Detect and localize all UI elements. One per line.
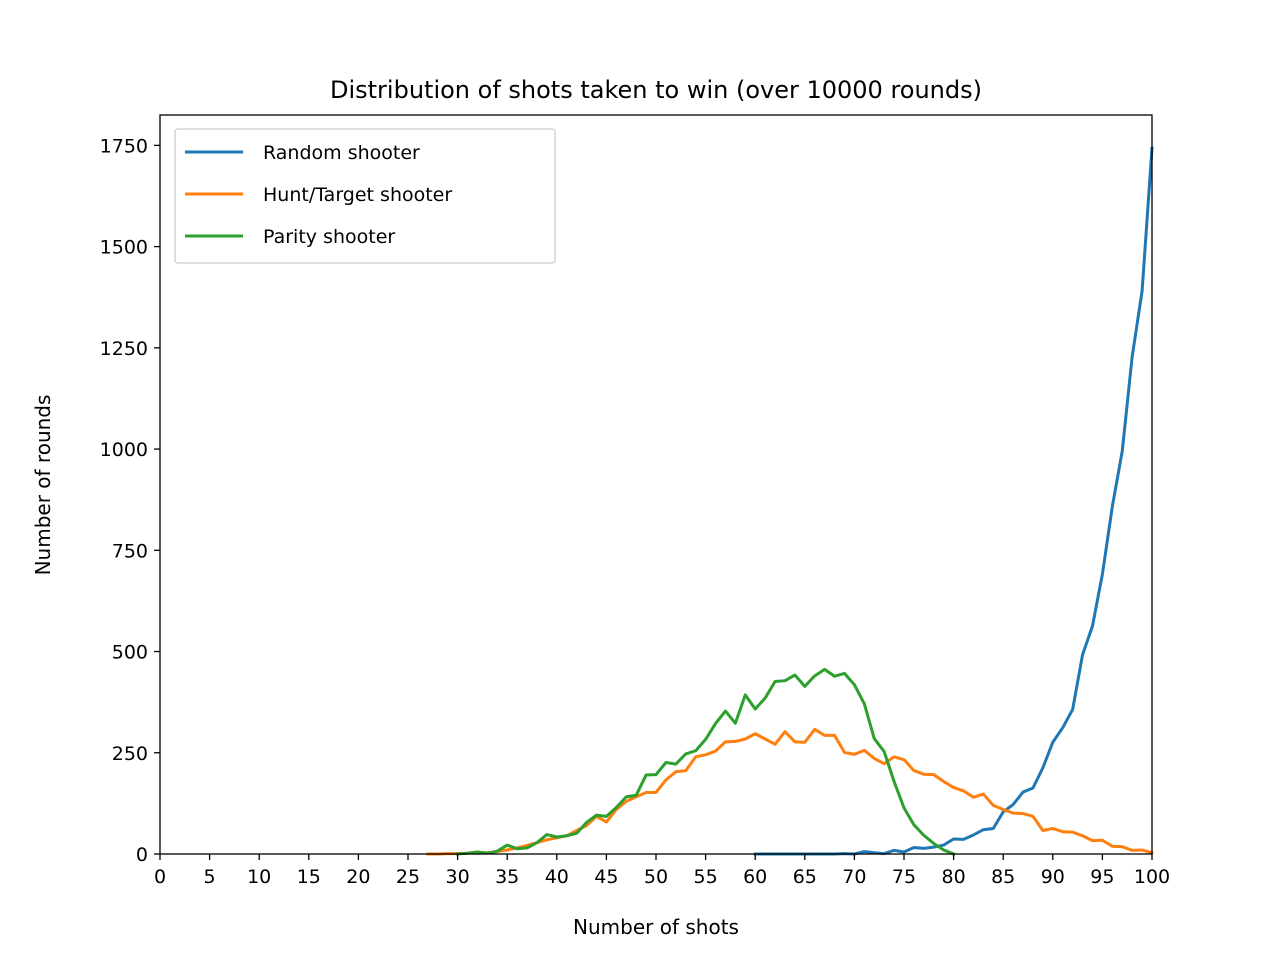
x-tick-label: 20 (346, 866, 370, 888)
y-tick-label: 1500 (100, 237, 148, 259)
x-tick-label: 30 (446, 866, 470, 888)
y-tick-label: 750 (112, 540, 148, 562)
x-tick-label: 85 (991, 866, 1015, 888)
x-axis-label: Number of shots (573, 915, 739, 939)
legend: Random shooter Hunt/Target shooter Parity … (174, 128, 556, 264)
x-tick-label: 10 (247, 866, 271, 888)
legend-label: Random shooter (263, 142, 420, 164)
chart-title: Distribution of shots taken to win (over… (330, 76, 982, 104)
y-tick-label: 1750 (100, 135, 148, 157)
x-axis: 0 5 10 15 20 25 30 35 40 45 50 55 60 65 70 75 80 85 90 95 10… (154, 854, 1170, 888)
x-tick-label: 75 (892, 866, 916, 888)
x-tick-label: 70 (842, 866, 866, 888)
legend-label: Hunt/Target shooter (263, 184, 452, 206)
x-tick-label: 25 (396, 866, 420, 888)
x-tick-label: 0 (154, 866, 166, 888)
x-tick-label: 95 (1090, 866, 1114, 888)
x-tick-label: 55 (694, 866, 718, 888)
series-line-hunt-target-shooter (426, 727, 1154, 856)
legend-label: Parity shooter (263, 226, 395, 248)
y-tick-label: 500 (112, 642, 148, 664)
y-tick-label: 1250 (100, 338, 148, 360)
y-axis: 0 250 500 750 1000 1250 1500 1750 (100, 135, 160, 866)
y-tick-label: 0 (136, 844, 148, 866)
legend-box (174, 128, 556, 264)
x-tick-label: 50 (644, 866, 668, 888)
x-tick-label: 60 (743, 866, 767, 888)
x-tick-label: 35 (495, 866, 519, 888)
x-tick-label: 80 (942, 866, 966, 888)
x-tick-label: 5 (204, 866, 216, 888)
x-tick-label: 15 (297, 866, 321, 888)
x-tick-label: 40 (545, 866, 569, 888)
x-tick-label: 45 (594, 866, 618, 888)
series-line-parity-shooter (455, 667, 956, 856)
y-axis-label: Number of rounds (31, 395, 55, 576)
y-tick-label: 1000 (100, 439, 148, 461)
x-tick-label: 90 (1041, 866, 1065, 888)
x-tick-label: 65 (793, 866, 817, 888)
x-tick-label: 100 (1134, 866, 1170, 888)
y-tick-label: 250 (112, 743, 148, 765)
